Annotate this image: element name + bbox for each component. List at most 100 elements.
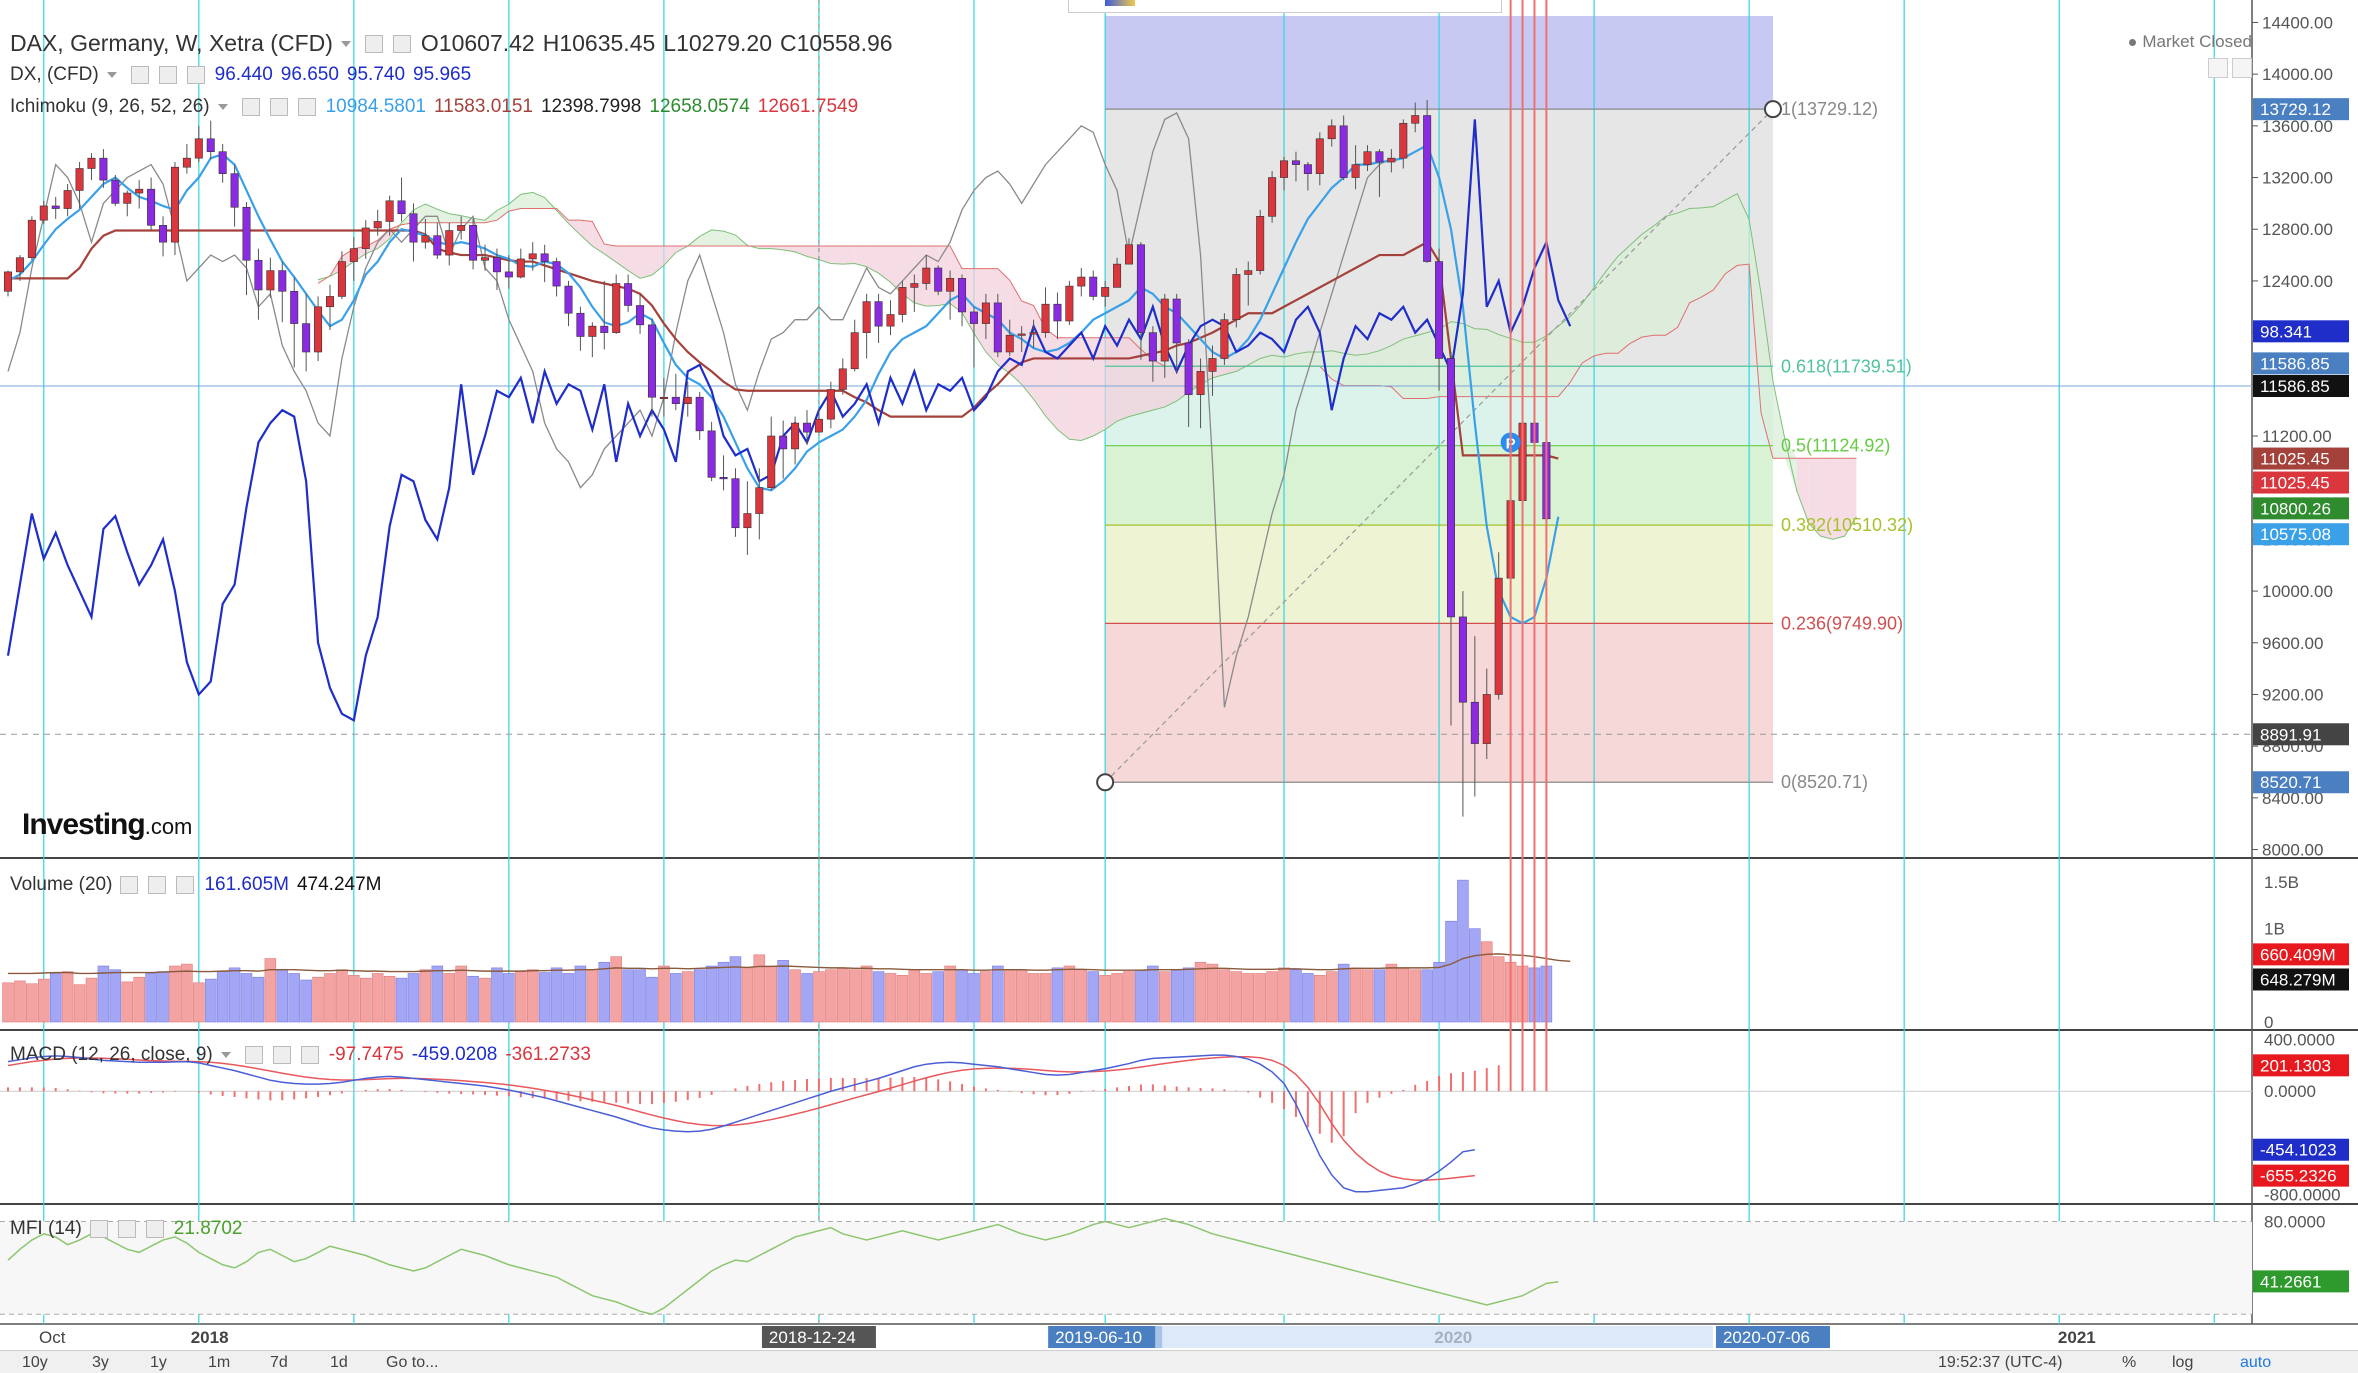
mfi-tick-label: 80.0000 <box>2264 1212 2325 1231</box>
candle-body <box>63 190 72 209</box>
volume-bar <box>1039 973 1052 1023</box>
volume-bar <box>1421 969 1433 1023</box>
ichimoku-cloud <box>1641 226 1654 338</box>
ichimoku-cloud <box>449 213 462 223</box>
volume-bar <box>1314 975 1326 1023</box>
candle-body <box>528 253 537 260</box>
maximize-icon[interactable] <box>2232 58 2252 78</box>
candle-body <box>1196 371 1205 395</box>
macd-title[interactable]: MACD (12, 26, close, 9) <box>10 1044 213 1065</box>
close-icon[interactable] <box>186 66 205 84</box>
candle-body <box>1291 160 1300 165</box>
bottom-toolbar: 10y 3y 1y 1m 7d 1d Go to... 19:52:37 (UT… <box>0 1350 2358 1373</box>
price-marker-box <box>2253 497 2349 520</box>
candle-body <box>39 205 48 221</box>
log-toggle[interactable]: log <box>2172 1354 2194 1371</box>
volume-bar <box>634 969 646 1023</box>
fib-level-label: 1(13729.12) <box>1781 99 1878 119</box>
candle-body <box>1458 616 1467 703</box>
eye-icon[interactable] <box>364 34 383 53</box>
goto-button[interactable]: Go to... <box>386 1354 439 1371</box>
gear-icon[interactable] <box>269 98 288 116</box>
eye-icon[interactable] <box>130 66 149 84</box>
fib-handle <box>1096 773 1115 792</box>
volume-title[interactable]: Volume (20) <box>10 874 113 895</box>
price-marker-box <box>2253 771 2349 794</box>
price-tick-label: 10000.00 <box>2262 582 2333 601</box>
chevron-down-icon[interactable] <box>217 104 228 110</box>
close-icon[interactable] <box>300 1046 319 1064</box>
mfi-title[interactable]: MFI (14) <box>10 1218 82 1239</box>
restore-icon[interactable] <box>2208 58 2228 78</box>
volume-bar <box>1445 920 1457 1023</box>
ichimoku-cloud <box>1701 206 1714 298</box>
eye-icon[interactable] <box>89 1220 108 1238</box>
gear-icon[interactable] <box>272 1046 291 1064</box>
ichimoku-cloud <box>485 210 497 223</box>
gear-icon[interactable] <box>148 876 167 894</box>
candle-body <box>624 283 633 306</box>
volume-bar <box>1385 963 1398 1023</box>
chevron-down-icon[interactable] <box>106 72 117 78</box>
range-10y-button[interactable]: 10y <box>22 1354 48 1371</box>
candle-body <box>1101 287 1110 297</box>
ichimoku-cloud <box>1021 300 1034 400</box>
dx-value: 95.740 <box>346 64 406 85</box>
eye-icon[interactable] <box>244 1046 263 1064</box>
macd-signal-line <box>7 1055 1475 1181</box>
macd-line <box>7 1054 1475 1193</box>
eye-icon[interactable] <box>241 98 260 116</box>
eye-icon[interactable] <box>120 876 139 894</box>
volume-bar <box>1492 956 1505 1023</box>
close-icon[interactable] <box>297 98 316 116</box>
gear-icon[interactable] <box>117 1220 136 1238</box>
ichimoku-title[interactable]: Ichimoku (9, 26, 52, 26) <box>10 96 210 117</box>
volume-marker: 660.409M <box>2260 945 2336 964</box>
ichimoku-cloud <box>640 246 652 279</box>
volume-bar <box>467 975 479 1023</box>
auto-toggle[interactable]: auto <box>2240 1354 2272 1371</box>
volume-bar <box>371 973 384 1023</box>
color-palette-icon[interactable] <box>1105 0 1135 6</box>
candle-body <box>612 283 621 333</box>
candle-body <box>75 168 84 191</box>
volume-bar <box>49 973 62 1023</box>
gear-icon[interactable] <box>158 66 177 84</box>
price-tick-label: 13200.00 <box>2262 169 2333 188</box>
volume-bar <box>908 969 921 1023</box>
volume-bar <box>538 972 551 1023</box>
symbol-title[interactable]: DAX, Germany, W, Xetra (CFD) <box>10 30 333 56</box>
range-7d-button[interactable]: 7d <box>270 1354 288 1371</box>
range-3y-button[interactable]: 3y <box>92 1354 109 1371</box>
ichimoku-lagging-span <box>7 112 1392 708</box>
range-1y-button[interactable]: 1y <box>150 1354 167 1371</box>
gear-icon[interactable] <box>392 34 411 53</box>
candle-body <box>1184 342 1193 395</box>
chevron-down-icon[interactable] <box>220 1052 231 1058</box>
dx-line <box>6 119 1572 722</box>
macd-marker: -454.1023 <box>2260 1141 2337 1160</box>
volume-bar <box>848 969 861 1023</box>
volume-bar <box>204 978 217 1023</box>
dx-title[interactable]: DX, (CFD) <box>10 64 99 85</box>
volume-bar <box>753 954 766 1023</box>
range-1d-button[interactable]: 1d <box>330 1354 348 1371</box>
close-icon[interactable] <box>176 876 195 894</box>
close-icon[interactable] <box>145 1220 164 1238</box>
macd-value: -361.2733 <box>505 1044 591 1065</box>
toolbar-popup[interactable] <box>1068 0 1502 13</box>
volume-bar <box>407 973 420 1023</box>
volume-bar <box>1337 963 1350 1023</box>
status-dot-icon <box>2129 39 2137 47</box>
ichimoku-cloud <box>1045 328 1058 430</box>
chevron-down-icon[interactable] <box>340 40 351 47</box>
volume-bar <box>777 960 789 1023</box>
percent-toggle[interactable]: % <box>2122 1354 2137 1371</box>
price-marker-box <box>2253 352 2349 375</box>
time-label-box <box>761 1326 876 1348</box>
candle-body <box>600 325 609 333</box>
ichimoku-cloud <box>1725 193 1738 274</box>
range-1m-button[interactable]: 1m <box>208 1354 231 1371</box>
volume-bar <box>1373 969 1386 1023</box>
